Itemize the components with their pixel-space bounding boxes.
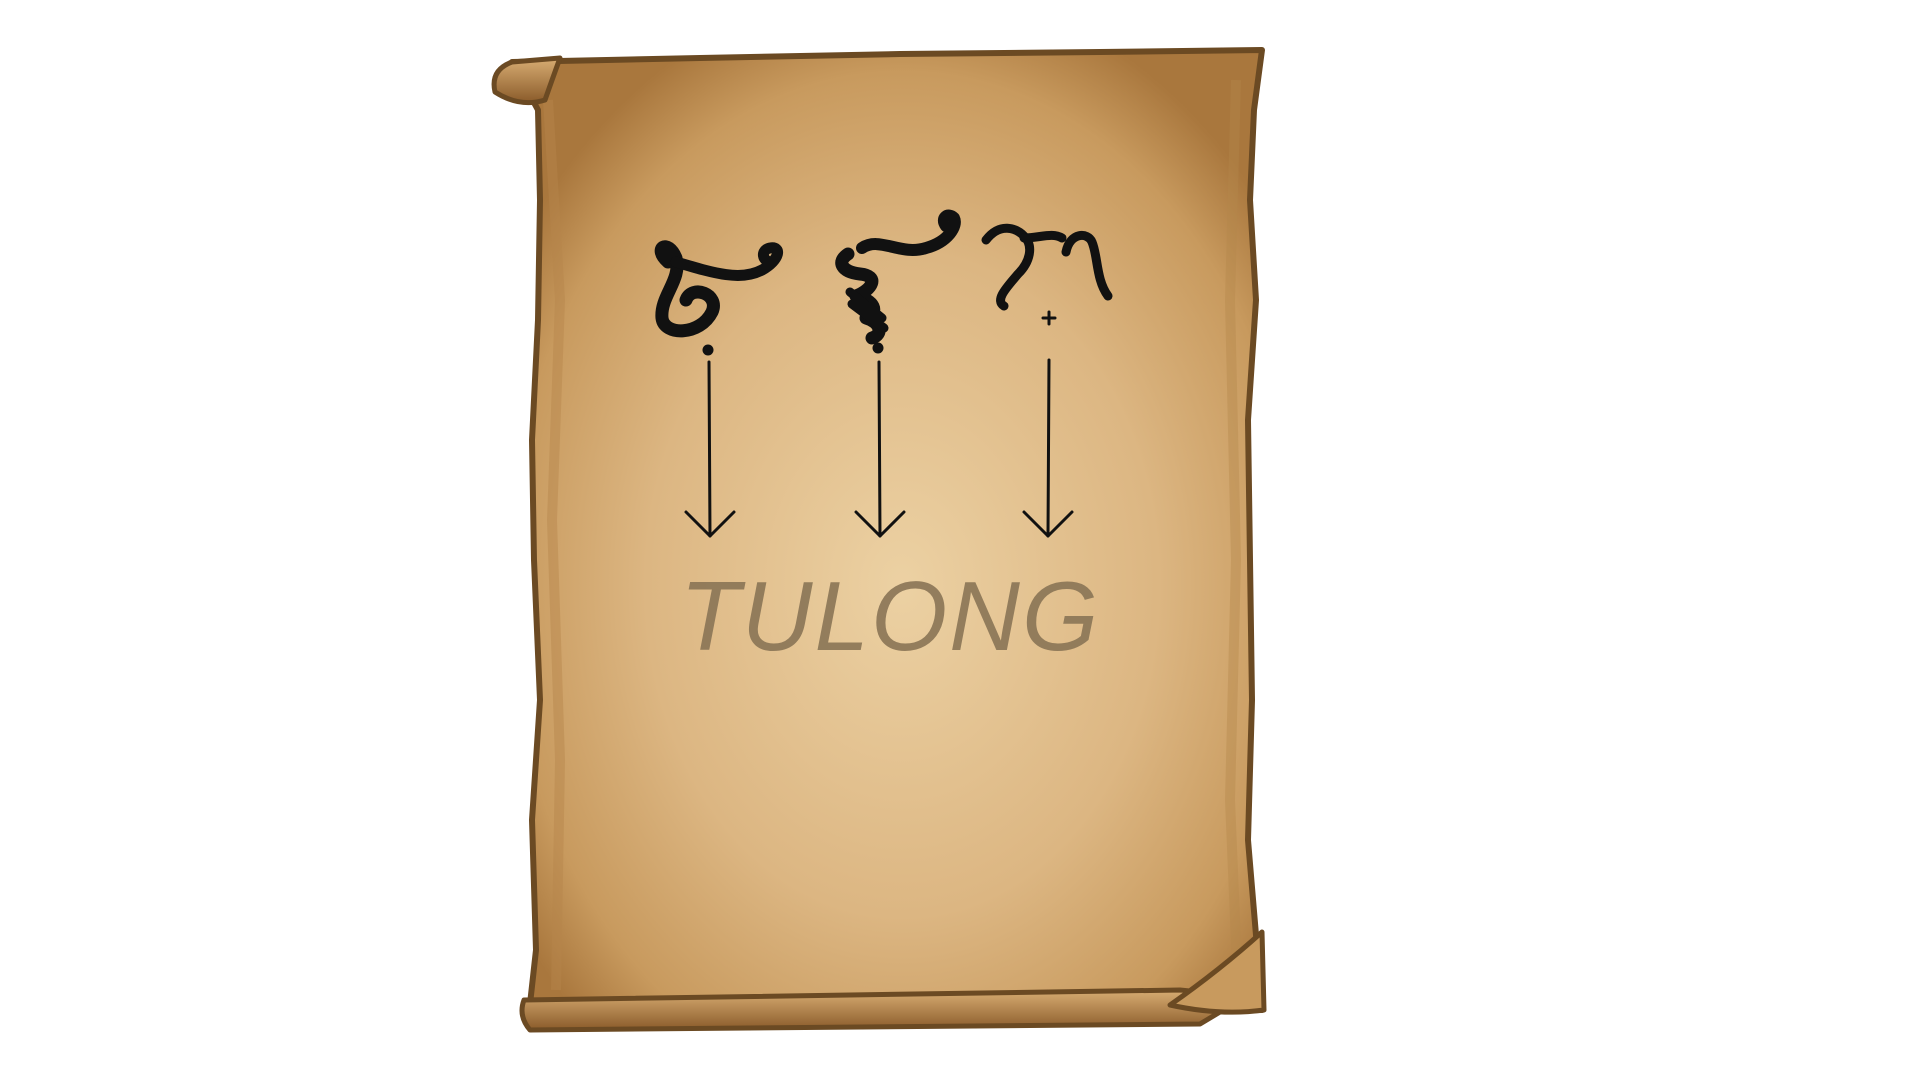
dot-diacritic-icon [872, 342, 884, 354]
arrow-down-icon [684, 360, 736, 538]
cross-virama-icon [1041, 310, 1057, 326]
dot-diacritic-icon [702, 344, 714, 356]
parchment-shadow-right [1224, 79, 1243, 991]
baybayin-ng-glyph [981, 223, 1113, 311]
parchment-sheet [509, 47, 1265, 1025]
rolled-edge-bottom [519, 987, 1233, 1033]
curled-corner-top-left [491, 55, 563, 106]
baybayin-tu-glyph [654, 240, 783, 338]
parchment-shadow [543, 99, 566, 991]
curled-corner-bottom-right [1167, 929, 1267, 1015]
arrow-down-icon [854, 360, 906, 538]
word-caption: TULONG [679, 561, 1101, 671]
baybayin-lo-glyph [835, 209, 961, 345]
arrow-down-icon [1022, 358, 1074, 538]
